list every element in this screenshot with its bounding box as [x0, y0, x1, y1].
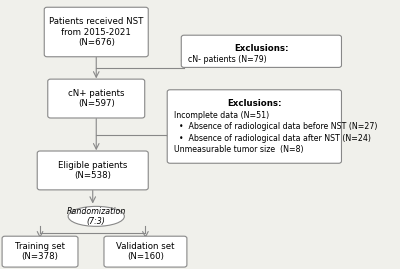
- FancyBboxPatch shape: [167, 90, 342, 163]
- Text: Validation set
(N=160): Validation set (N=160): [116, 242, 175, 261]
- Ellipse shape: [68, 206, 124, 226]
- Text: cN- patients (N=79): cN- patients (N=79): [188, 55, 267, 64]
- FancyBboxPatch shape: [37, 151, 148, 190]
- FancyBboxPatch shape: [2, 236, 78, 267]
- Text: •  Absence of radiological data before NST (N=27): • Absence of radiological data before NS…: [174, 122, 378, 131]
- Text: Patients received NST
from 2015-2021
(N=676): Patients received NST from 2015-2021 (N=…: [49, 17, 144, 47]
- FancyBboxPatch shape: [48, 79, 145, 118]
- Text: Exclusions:: Exclusions:: [227, 99, 282, 108]
- Text: Exclusions:: Exclusions:: [234, 44, 289, 53]
- Text: Incomplete data (N=51): Incomplete data (N=51): [174, 111, 269, 120]
- Text: Randomization
(7:3): Randomization (7:3): [66, 207, 126, 226]
- Text: Unmeasurable tumor size  (N=8): Unmeasurable tumor size (N=8): [174, 145, 304, 154]
- Text: Training set
(N=378): Training set (N=378): [15, 242, 65, 261]
- Text: Eligible patients
(N=538): Eligible patients (N=538): [58, 161, 128, 180]
- FancyBboxPatch shape: [104, 236, 187, 267]
- Text: cN+ patients
(N=597): cN+ patients (N=597): [68, 89, 124, 108]
- FancyBboxPatch shape: [44, 7, 148, 57]
- Text: •  Absence of radiological data after NST (N=24): • Absence of radiological data after NST…: [174, 134, 371, 143]
- FancyBboxPatch shape: [181, 35, 342, 68]
